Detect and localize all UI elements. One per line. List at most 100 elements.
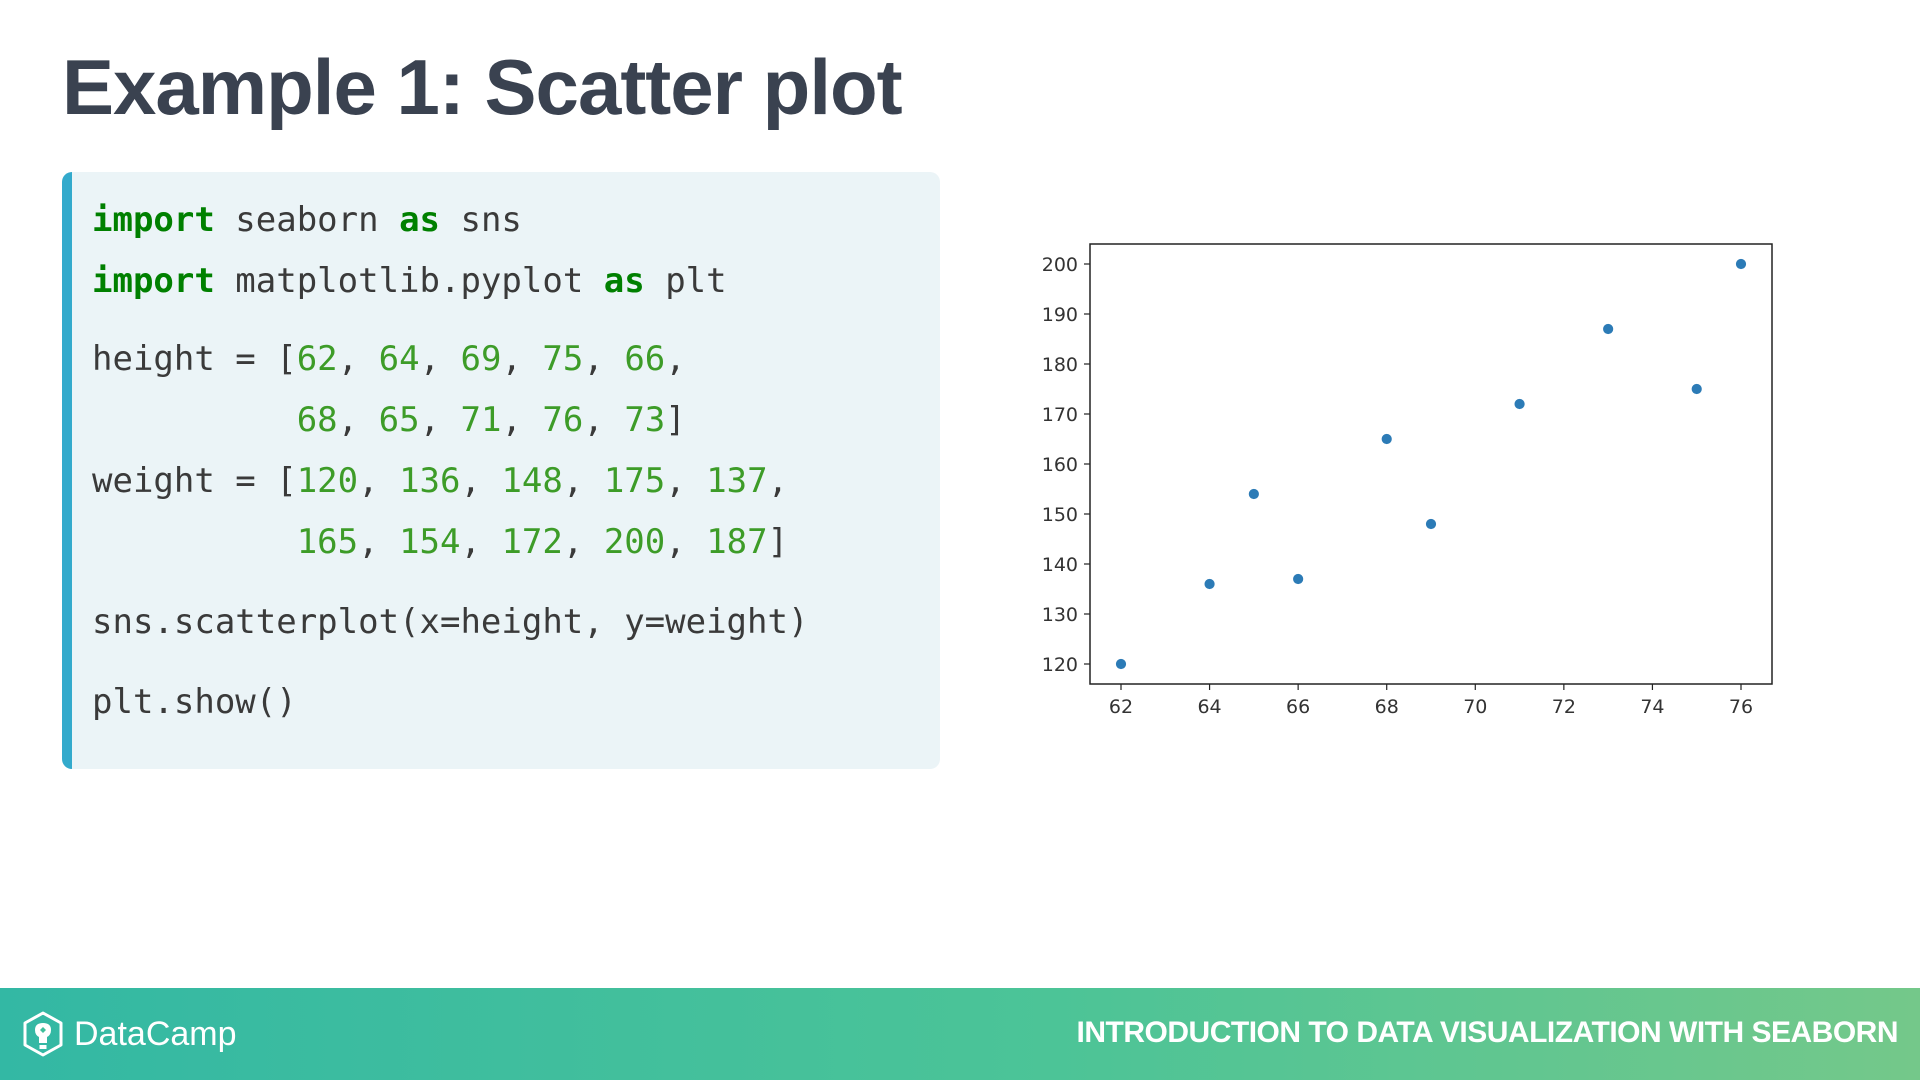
scatter-point bbox=[1425, 518, 1437, 530]
code-token: , bbox=[419, 400, 461, 440]
code-line: height = [62, 64, 69, 75, 66, bbox=[92, 339, 686, 379]
y-tick-label: 150 bbox=[1042, 504, 1078, 526]
x-tick-label: 72 bbox=[1552, 696, 1576, 718]
scatter-point bbox=[1602, 323, 1615, 335]
x-tick-label: 76 bbox=[1729, 696, 1753, 718]
code-token: , bbox=[767, 461, 789, 501]
code-token: weight = [ bbox=[92, 461, 297, 501]
scatter-point bbox=[1203, 578, 1216, 590]
code-number: 187 bbox=[706, 522, 768, 562]
code-number: 175 bbox=[603, 461, 666, 501]
scatter-point bbox=[1115, 658, 1127, 670]
code-number: 200 bbox=[603, 522, 666, 562]
code-number: 66 bbox=[624, 339, 666, 379]
chart-svg: 62 64 66 68 70 72 74 76 120 130 140 150 160 170 180 190… bbox=[1042, 243, 1773, 718]
code-token: height = [ bbox=[92, 339, 297, 379]
code-line: 68, 65, 71, 76, 73] bbox=[92, 400, 686, 440]
plot-frame bbox=[1089, 243, 1773, 685]
scatter-chart: 62 64 66 68 70 72 74 76 120 130 140 150 160 170 180 190… bbox=[1020, 230, 1800, 730]
code-number: 65 bbox=[378, 400, 420, 440]
code-number: 154 bbox=[399, 522, 461, 562]
code-token: sns bbox=[440, 200, 522, 240]
scatter-point bbox=[1690, 383, 1703, 395]
code-token: seaborn bbox=[214, 200, 400, 240]
code-keyword: import bbox=[92, 261, 215, 301]
code-number: 136 bbox=[399, 461, 461, 501]
course-title: INTRODUCTION TO DATA VISUALIZATION WITH … bbox=[1076, 1016, 1899, 1049]
code-token: plt bbox=[644, 261, 727, 301]
datacamp-logo-icon bbox=[23, 1011, 63, 1057]
y-tick-label: 200 bbox=[1042, 254, 1078, 276]
code-token: matplotlib.pyplot bbox=[214, 261, 604, 301]
code-token: , bbox=[501, 400, 543, 440]
brand: DataCamp bbox=[20, 1010, 237, 1058]
footer-bar: DataCamp INTRODUCTION TO DATA VISUALIZAT… bbox=[0, 988, 1920, 1080]
code-accent-bar bbox=[62, 172, 72, 769]
code-token: , bbox=[337, 339, 379, 379]
code-token: , bbox=[665, 522, 707, 562]
scatter-point bbox=[1513, 398, 1526, 410]
scatter-point bbox=[1247, 488, 1260, 500]
code-line: sns.scatterplot(x=height, y=weight) bbox=[92, 602, 808, 642]
code-line: import matplotlib.pyplot as plt bbox=[92, 261, 727, 301]
code-keyword: import bbox=[92, 200, 215, 240]
scatter-point bbox=[1735, 258, 1747, 270]
code-token: , bbox=[562, 461, 604, 501]
code-token: ] bbox=[767, 522, 789, 562]
code-line: 165, 154, 172, 200, 187] bbox=[92, 522, 788, 562]
y-tick-label: 180 bbox=[1042, 354, 1078, 376]
y-tick-label: 160 bbox=[1042, 454, 1078, 476]
code-number: 76 bbox=[542, 400, 584, 440]
code-keyword: as bbox=[603, 261, 645, 301]
code-token: sns.scatterplot(x=height, y=weight) bbox=[92, 602, 809, 642]
slide-title: Example 1: Scatter plot bbox=[62, 43, 903, 131]
code-number: 75 bbox=[542, 339, 584, 379]
x-tick-label: 74 bbox=[1640, 696, 1664, 718]
x-tick-label: 66 bbox=[1286, 696, 1310, 718]
code-number: 73 bbox=[624, 400, 666, 440]
x-tick-label: 70 bbox=[1463, 696, 1487, 718]
code-number: 68 bbox=[296, 400, 338, 440]
code-token: , bbox=[665, 461, 707, 501]
code-number: 64 bbox=[378, 339, 420, 379]
code-token bbox=[92, 522, 297, 562]
code-line: import seaborn as sns bbox=[92, 200, 522, 240]
code-token: , bbox=[358, 522, 400, 562]
y-tick-label: 170 bbox=[1042, 404, 1078, 426]
code-token: , bbox=[358, 461, 400, 501]
code-line: weight = [120, 136, 148, 175, 137, bbox=[92, 461, 788, 501]
code-token: , bbox=[583, 400, 625, 440]
code-number: 172 bbox=[501, 522, 563, 562]
code-token: ] bbox=[665, 400, 686, 440]
code-token: , bbox=[562, 522, 604, 562]
code-number: 165 bbox=[296, 522, 359, 562]
code-number: 120 bbox=[296, 461, 359, 501]
x-tick-label: 62 bbox=[1109, 696, 1133, 718]
scatter-point bbox=[1292, 573, 1305, 585]
y-tick-label: 130 bbox=[1042, 604, 1078, 626]
code-token: , bbox=[337, 400, 379, 440]
code-token: , bbox=[419, 339, 461, 379]
x-tick-label: 64 bbox=[1197, 696, 1221, 718]
y-tick-label: 120 bbox=[1042, 654, 1078, 676]
code-number: 69 bbox=[460, 339, 502, 379]
code-number: 62 bbox=[296, 339, 338, 379]
code-keyword: as bbox=[399, 200, 441, 240]
code-token: , bbox=[665, 339, 686, 379]
y-tick-label: 190 bbox=[1042, 304, 1078, 326]
code-block: import seaborn as sns import matplotlib.p… bbox=[62, 172, 940, 769]
code-token: , bbox=[583, 339, 625, 379]
scatter-point bbox=[1380, 433, 1393, 445]
code-token bbox=[92, 400, 297, 440]
code-token: plt.show() bbox=[92, 682, 297, 722]
code-number: 71 bbox=[460, 400, 502, 440]
code-token: , bbox=[501, 339, 543, 379]
code-content: import seaborn as sns import matplotlib.p… bbox=[92, 172, 930, 769]
y-tick-label: 140 bbox=[1042, 554, 1078, 576]
code-token: , bbox=[460, 461, 502, 501]
brand-name: DataCamp bbox=[74, 1014, 237, 1053]
x-tick-label: 68 bbox=[1375, 696, 1399, 718]
code-token: , bbox=[460, 522, 502, 562]
code-number: 137 bbox=[706, 461, 768, 501]
code-number: 148 bbox=[501, 461, 563, 501]
